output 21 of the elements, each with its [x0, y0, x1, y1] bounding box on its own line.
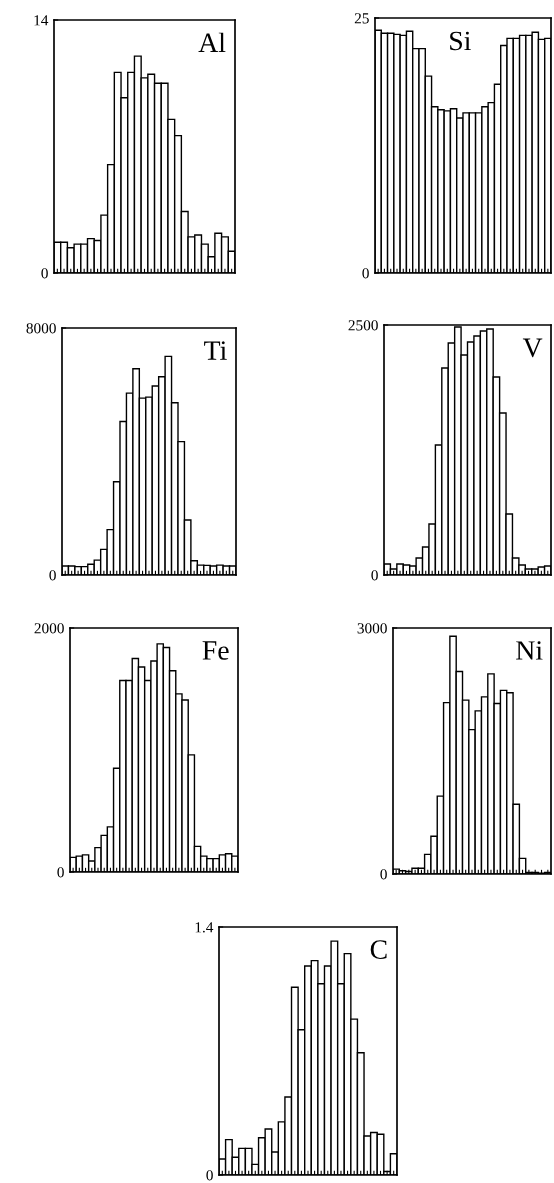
y-tick-label: 0: [41, 268, 48, 279]
annotation: C: [370, 940, 387, 959]
y-tick-label: 0: [371, 570, 378, 581]
y-tick-label: 3000: [357, 623, 387, 634]
annotation: Si: [450, 31, 471, 51]
y-tick-label: 8000: [26, 323, 56, 334]
y-tick-label: 25: [354, 13, 369, 24]
annotation: V: [522, 338, 543, 358]
y-tick-label: 2000: [34, 623, 64, 634]
annotation: Ni: [516, 641, 543, 660]
y-tick-label: 0: [57, 867, 64, 878]
y-tick-label: 1.4: [195, 922, 214, 933]
y-tick-label: 0: [206, 1170, 213, 1181]
annotation: Ti: [204, 341, 227, 360]
y-tick-label: 0: [49, 570, 56, 581]
annotation: Al: [198, 32, 226, 52]
y-tick-label: 0: [362, 268, 369, 279]
y-tick-label: 14: [34, 15, 49, 26]
y-tick-label: 2500: [348, 320, 378, 331]
annotation: Fe: [202, 641, 229, 660]
y-tick-label: 0: [380, 869, 387, 880]
